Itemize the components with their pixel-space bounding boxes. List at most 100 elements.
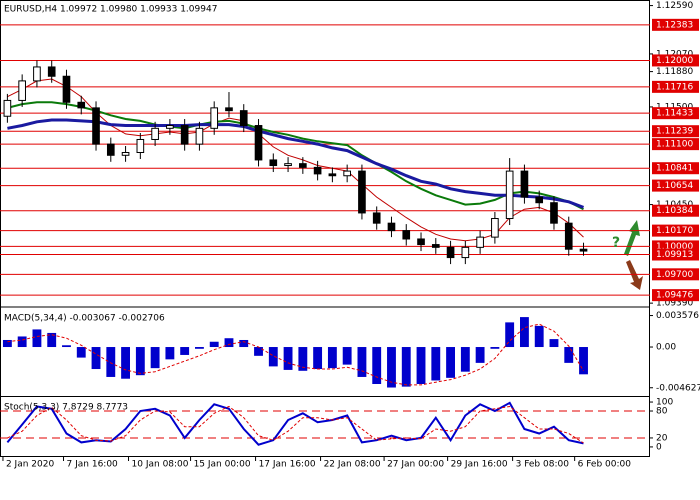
candle-body [417, 238, 425, 246]
candle-body [3, 99, 12, 117]
x-tick-label: 6 Feb 00:00 [578, 460, 632, 470]
level-label: 1.11716 [656, 82, 693, 92]
x-tick-label: 10 Jan 08:00 [132, 460, 189, 470]
candle-body [387, 222, 396, 232]
candle-body [121, 152, 130, 156]
candle-body [328, 173, 337, 177]
level-label-box [652, 289, 699, 302]
candle-body [402, 230, 411, 240]
level-label: 1.10654 [656, 181, 693, 191]
level-label-box [652, 179, 699, 192]
candle-body [313, 166, 322, 175]
macd-bar [180, 347, 190, 355]
macd-bar [564, 347, 574, 363]
macd-bar [106, 347, 116, 377]
candle-body [239, 110, 248, 127]
candle-body [151, 127, 159, 140]
macd-bar [372, 347, 382, 384]
x-tick-label: 15 Jan 00:00 [194, 460, 251, 470]
candle-body [269, 159, 278, 167]
candle-body [299, 163, 307, 168]
level-label-box [652, 125, 699, 138]
candle-body [476, 236, 484, 248]
candle-body [47, 66, 56, 77]
macd-bar [387, 347, 396, 388]
panel-title: Stoch(5,3,3) 7.8729 8.7773 [4, 403, 128, 413]
x-tick-label: 7 Jan 16:00 [67, 460, 119, 470]
candle-body [33, 66, 41, 82]
x-tick-label: 3 Feb 08:00 [516, 460, 570, 470]
macd-bar [357, 347, 367, 377]
level-label: 1.12000 [656, 56, 693, 66]
indicator-line [7, 118, 585, 209]
level-label-box [652, 18, 699, 31]
macd-bar [283, 347, 293, 370]
level-label-box [652, 107, 699, 120]
y-tick-label: 20 [656, 433, 668, 443]
candle-body [564, 222, 573, 250]
candle-body [461, 246, 470, 259]
frame [0, 0, 650, 457]
macd-bar [342, 347, 352, 365]
candle-body [92, 107, 100, 145]
macd-bar [47, 332, 57, 348]
level-label-box [652, 80, 699, 93]
level-label: 1.10170 [656, 226, 693, 236]
y-tick-label: 1.09390 [656, 299, 693, 309]
macd-bar [268, 347, 278, 367]
level-label: 1.10384 [656, 206, 693, 216]
macd-bar [313, 347, 323, 370]
macd-bar [121, 347, 130, 379]
candle-body [195, 127, 204, 145]
macd-bar [401, 347, 411, 387]
y-tick-label: -0.004627 [656, 383, 700, 393]
panel-title: MACD(5,34,4) -0.003067 -0.002706 [4, 314, 165, 324]
macd-bar [460, 347, 470, 372]
x-tick-label: 29 Jan 16:00 [451, 460, 508, 470]
macd-bar [62, 345, 71, 348]
macd-bar [195, 347, 204, 349]
y-tick-label: 1.12070 [656, 49, 693, 59]
candle-body [535, 196, 544, 204]
y-tick-label: 0 [656, 442, 662, 452]
candle-body [520, 170, 529, 198]
candle-body [431, 244, 440, 248]
indicator-line [6, 401, 584, 446]
level-label: 1.11433 [656, 109, 693, 119]
macd-bar [17, 336, 27, 348]
macd-bar [446, 347, 455, 378]
macd-bar [32, 329, 42, 348]
macd-bar [209, 341, 219, 348]
y-tick-label: 1.11880 [656, 67, 693, 77]
macd-bar [254, 347, 263, 356]
level-label-box [652, 54, 699, 67]
candle-body [284, 163, 292, 167]
candle-body [505, 170, 514, 220]
level-label-box [652, 224, 699, 237]
macd-bar [298, 347, 308, 371]
macd-bar [76, 347, 86, 358]
candle-body [491, 218, 499, 238]
down-arrow [626, 260, 643, 290]
candle-body [77, 101, 86, 109]
level-label: 1.11239 [656, 127, 693, 137]
candle-body [225, 107, 233, 112]
indicator-line [7, 78, 584, 242]
level-label-box [652, 162, 699, 175]
level-label-box [652, 138, 699, 151]
macd-bar [2, 339, 12, 348]
macd-bar [520, 317, 529, 348]
macd-bar [91, 347, 101, 370]
candle-body [18, 80, 26, 101]
candle-body [550, 202, 558, 224]
candle-body [180, 125, 189, 145]
candle-body [106, 143, 115, 156]
y-tick-label: 1.12590 [656, 1, 693, 11]
indicator-line [7, 405, 584, 444]
candle-body [136, 138, 145, 153]
level-label: 1.12383 [656, 20, 693, 30]
macd-bar [224, 338, 234, 348]
macd-bar [150, 347, 160, 369]
level-label-box [652, 248, 699, 261]
